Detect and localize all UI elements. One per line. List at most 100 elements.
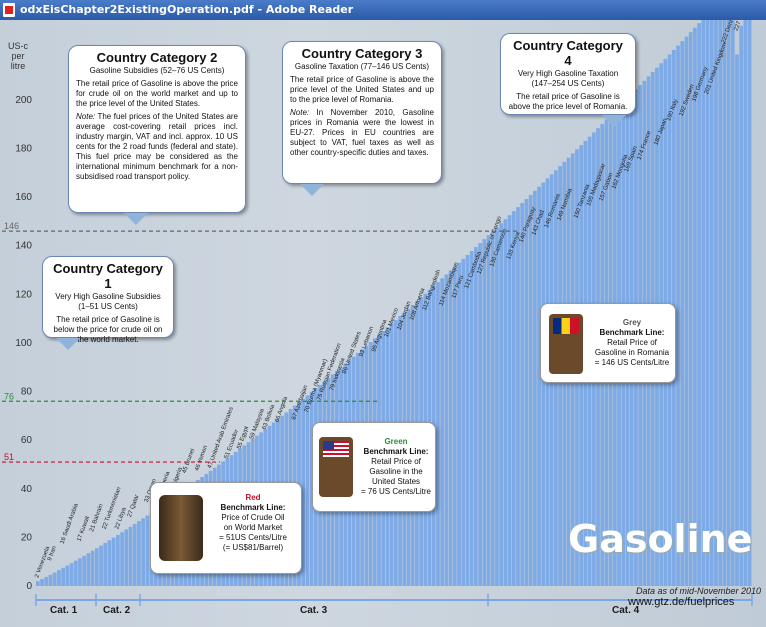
bar bbox=[57, 570, 61, 586]
bar bbox=[697, 23, 701, 587]
grey-benchmark-box: Grey Benchmark Line: Retail Price of Gas… bbox=[540, 303, 676, 383]
bar bbox=[65, 565, 70, 586]
bar bbox=[48, 574, 53, 586]
callout-category-1: Country Category 1 Very High Gasoline Su… bbox=[42, 256, 174, 344]
bar bbox=[688, 32, 693, 587]
pdf-icon bbox=[3, 3, 15, 17]
bar bbox=[709, 20, 714, 586]
bar bbox=[747, 20, 752, 587]
bar bbox=[103, 542, 108, 586]
bar bbox=[701, 20, 706, 586]
callout-category-4: Country Category 4 Very High Gasoline Ta… bbox=[500, 33, 636, 115]
group-label-cat4: Cat. 4 bbox=[612, 605, 640, 616]
red-title1: Red bbox=[245, 493, 261, 502]
bar bbox=[99, 545, 103, 586]
bar bbox=[457, 262, 461, 586]
bar bbox=[40, 579, 44, 586]
benchmark-value: 76 bbox=[4, 391, 14, 401]
cat2-text2: Note: The fuel prices of the United Stat… bbox=[76, 112, 239, 181]
callout-category-3: Country Category 3 Gasoline Taxation (77… bbox=[282, 41, 442, 184]
bar bbox=[714, 20, 718, 586]
green-l1: Retail Price of bbox=[371, 457, 421, 466]
grey-l3: = 146 US Cents/Litre bbox=[594, 358, 670, 367]
bar bbox=[482, 239, 487, 586]
bar bbox=[444, 274, 449, 586]
cat1-tail bbox=[56, 338, 80, 350]
y-tick-label: 120 bbox=[15, 289, 32, 300]
bar bbox=[516, 207, 520, 586]
bar bbox=[537, 186, 541, 587]
bar bbox=[469, 251, 474, 586]
green-title1: Green bbox=[384, 437, 408, 446]
cat2-title: Country Category 2 bbox=[96, 50, 218, 65]
bar bbox=[107, 540, 112, 586]
green-l2: Gasoline in the bbox=[369, 467, 423, 476]
window-title: odxEisChapter2ExistingOperation.pdf - Ad… bbox=[20, 3, 354, 16]
bar-label: 22 Libya bbox=[114, 506, 128, 530]
bar bbox=[726, 20, 731, 586]
bar bbox=[124, 529, 129, 586]
bar bbox=[465, 254, 470, 587]
bar bbox=[478, 243, 482, 587]
bar bbox=[36, 581, 40, 586]
chart-subtitle: Data as of mid-November 2010 bbox=[636, 586, 762, 596]
bar bbox=[94, 548, 99, 586]
bar bbox=[120, 532, 124, 586]
group-label-cat3: Cat. 3 bbox=[300, 605, 328, 616]
grey-title1: Grey bbox=[622, 318, 642, 327]
bar bbox=[90, 550, 95, 586]
bar bbox=[676, 45, 680, 586]
bar bbox=[61, 567, 65, 586]
cat4-title: Country Category 4 bbox=[513, 38, 623, 68]
bar bbox=[507, 215, 512, 586]
bar bbox=[128, 526, 133, 586]
bar bbox=[735, 54, 739, 587]
green-benchmark-text: Green Benchmark Line: Retail Price of Ga… bbox=[357, 437, 435, 497]
bar bbox=[730, 20, 735, 586]
bar bbox=[532, 190, 537, 586]
bar bbox=[490, 231, 495, 586]
bar bbox=[693, 27, 697, 586]
red-l2: on World Market bbox=[223, 523, 283, 532]
cat2-tail bbox=[124, 213, 148, 225]
bar bbox=[461, 258, 466, 586]
green-l4: = 76 US Cents/Litre bbox=[360, 487, 432, 496]
bar bbox=[503, 219, 508, 586]
cat4-tail bbox=[602, 115, 626, 127]
bar bbox=[718, 20, 723, 586]
bar bbox=[82, 555, 87, 586]
y-unit-line3: litre bbox=[10, 61, 26, 71]
bar bbox=[520, 203, 525, 586]
bar bbox=[739, 25, 744, 587]
bar bbox=[301, 398, 306, 586]
y-tick-label: 0 bbox=[26, 581, 32, 592]
cat3-title: Country Category 3 bbox=[301, 46, 423, 61]
bar bbox=[499, 223, 504, 586]
bar bbox=[73, 560, 78, 586]
bar bbox=[474, 247, 478, 586]
red-benchmark-text: Red Benchmark Line: Price of Crude Oil o… bbox=[207, 493, 299, 553]
cat1-text: The retail price of Gasoline is below th… bbox=[53, 315, 163, 344]
cat3-text1: The retail price of Gasoline is above th… bbox=[290, 75, 434, 104]
red-title2: Benchmark Line: bbox=[220, 503, 286, 512]
bar bbox=[86, 553, 91, 586]
bar bbox=[524, 198, 529, 586]
bar bbox=[486, 235, 491, 587]
bar bbox=[116, 534, 120, 586]
bar bbox=[541, 182, 546, 586]
y-tick-label: 180 bbox=[15, 144, 32, 155]
bar bbox=[145, 515, 150, 586]
y-axis-unit: US-c per litre bbox=[8, 41, 28, 71]
y-tick-label: 140 bbox=[15, 241, 32, 252]
bar-label: 2 Venezuela bbox=[34, 545, 51, 579]
romania-flag-icon bbox=[553, 318, 579, 334]
red-l4: (= US$81/Barrel) bbox=[222, 543, 284, 552]
y-tick-label: 200 bbox=[15, 95, 32, 106]
y-tick-label: 100 bbox=[15, 338, 32, 349]
window-titlebar: odxEisChapter2ExistingOperation.pdf - Ad… bbox=[0, 0, 766, 20]
bar bbox=[722, 20, 727, 587]
bar bbox=[78, 558, 82, 586]
grey-title2: Benchmark Line: bbox=[599, 328, 665, 337]
bar bbox=[528, 194, 533, 586]
cat3-sub: Gasoline Taxation (77–146 US Cents) bbox=[294, 62, 430, 71]
